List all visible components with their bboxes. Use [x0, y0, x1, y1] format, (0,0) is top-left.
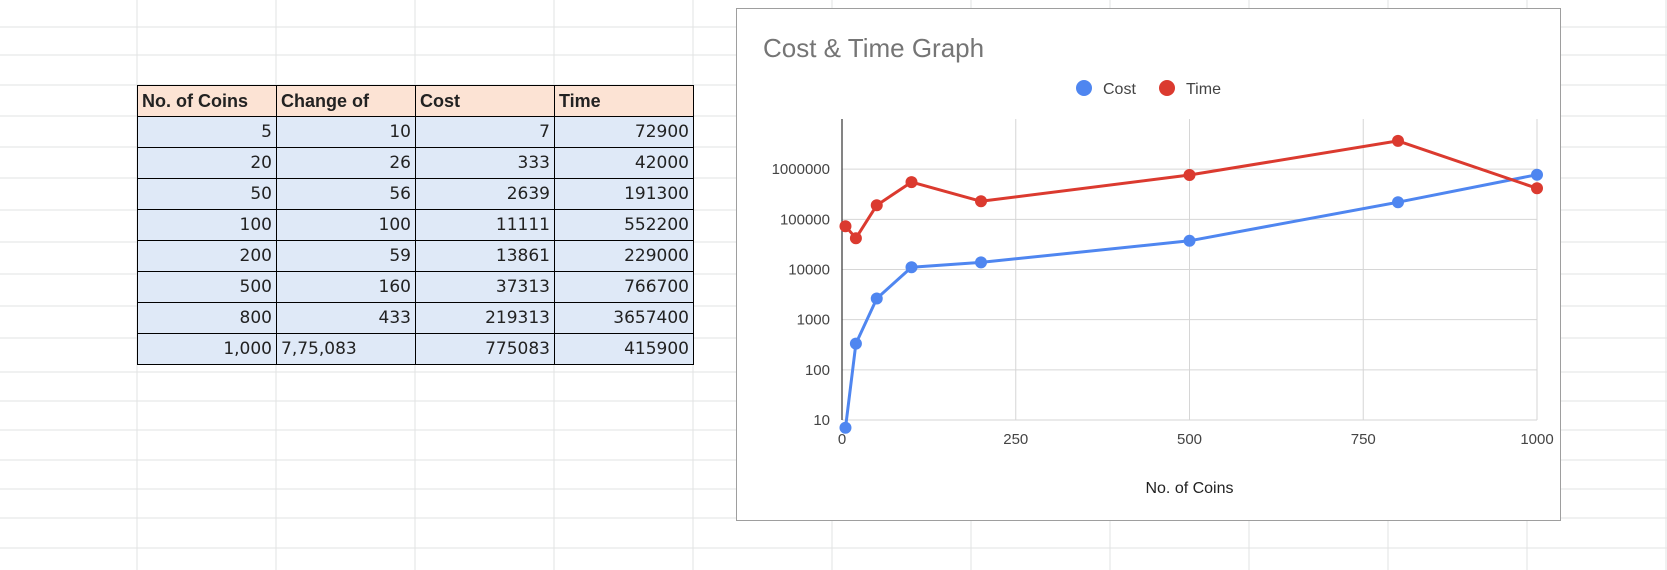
data-point-cost [1531, 168, 1543, 181]
y-tick-label: 1000000 [772, 161, 830, 178]
table-row: 20 26 333 42000 [137, 147, 694, 179]
cell-change[interactable]: 26 [276, 147, 416, 179]
table-header-row: No. of Coins Change of Cost Time [137, 85, 694, 117]
series-line-cost [844, 173, 1538, 428]
cell-time[interactable]: 552200 [554, 209, 694, 241]
cell-time[interactable]: 42000 [554, 147, 694, 179]
chart-title: Cost & Time Graph [763, 33, 985, 63]
cell-change[interactable]: 10 [276, 116, 416, 148]
data-point-time [1531, 182, 1543, 195]
data-point-time [1392, 134, 1404, 147]
cell-cost[interactable]: 219313 [415, 302, 555, 334]
chart-card[interactable]: Cost & Time Graph 10 100 1000 10000 100000 10… [736, 8, 1561, 521]
data-point-time [870, 199, 883, 212]
header-time[interactable]: Time [554, 85, 694, 117]
table-row: 200 59 13861 229000 [137, 240, 694, 272]
y-tick-label: 1000 [797, 312, 830, 329]
cell-time[interactable]: 191300 [554, 178, 694, 210]
header-no-of-coins[interactable]: No. of Coins [137, 85, 277, 117]
x-tick-label: 250 [1003, 431, 1028, 448]
data-point-time [849, 232, 862, 245]
legend-marker [1159, 80, 1175, 96]
data-point-cost [905, 261, 918, 274]
data-point-cost [975, 256, 987, 269]
line-chart: 10 100 1000 10000 100000 1000000 0 250 500 750 100… [772, 80, 1554, 497]
x-tick-label: 0 [838, 431, 846, 448]
table-row: 5 10 7 72900 [137, 116, 694, 148]
x-tick-label: 500 [1177, 431, 1202, 448]
table-row: 50 56 2639 191300 [137, 178, 694, 210]
cell-cost[interactable]: 2639 [415, 178, 555, 210]
cell-time[interactable]: 766700 [554, 271, 694, 303]
x-tick-label: 750 [1351, 431, 1376, 448]
cell-change[interactable]: 56 [276, 178, 416, 210]
cell-change[interactable]: 433 [276, 302, 416, 334]
table-row: 1,000 7,75,083 775083 415900 [137, 333, 694, 365]
data-point-cost [839, 421, 852, 434]
cell-coins[interactable]: 800 [137, 302, 277, 334]
table-row: 500 160 37313 766700 [137, 271, 694, 303]
legend-label: Time [1186, 81, 1221, 98]
x-axis-label: No. of Coins [1145, 480, 1233, 497]
data-point-cost [870, 292, 883, 305]
cell-time[interactable]: 415900 [554, 333, 694, 365]
header-change-of[interactable]: Change of [276, 85, 416, 117]
cell-time[interactable]: 72900 [554, 116, 694, 148]
cell-cost[interactable]: 13861 [415, 240, 555, 272]
data-point-time [905, 176, 918, 189]
cell-coins[interactable]: 200 [137, 240, 277, 272]
y-tick-label: 10 [813, 412, 830, 429]
data-point-cost [849, 337, 862, 350]
cell-change[interactable]: 160 [276, 271, 416, 303]
table-row: 800 433 219313 3657400 [137, 302, 694, 334]
y-tick-label: 10000 [788, 262, 830, 279]
y-tick-label: 100 [805, 362, 830, 379]
x-tick-label: 1000 [1520, 431, 1553, 448]
cell-coins[interactable]: 5 [137, 116, 277, 148]
cell-cost[interactable]: 775083 [415, 333, 555, 365]
cell-coins[interactable]: 100 [137, 209, 277, 241]
legend-marker [1076, 80, 1092, 96]
cell-cost[interactable]: 37313 [415, 271, 555, 303]
legend-label: Cost [1103, 81, 1136, 98]
cell-coins[interactable]: 20 [137, 147, 277, 179]
table-row: 100 100 11111 552200 [137, 209, 694, 241]
cell-time[interactable]: 229000 [554, 240, 694, 272]
cell-cost[interactable]: 7 [415, 116, 555, 148]
cell-coins[interactable]: 50 [137, 178, 277, 210]
data-point-cost [1392, 196, 1404, 209]
data-table: No. of Coins Change of Cost Time 5 10 7 … [137, 85, 694, 365]
data-point-time [1183, 168, 1196, 181]
data-point-time [839, 220, 852, 233]
y-tick-label: 100000 [780, 211, 830, 228]
cell-change[interactable]: 59 [276, 240, 416, 272]
cell-cost[interactable]: 333 [415, 147, 555, 179]
cell-coins[interactable]: 500 [137, 271, 277, 303]
cell-time[interactable]: 3657400 [554, 302, 694, 334]
series-line-time [844, 139, 1538, 240]
cell-coins[interactable]: 1,000 [137, 333, 277, 365]
cell-change[interactable]: 100 [276, 209, 416, 241]
cell-change[interactable]: 7,75,083 [276, 333, 416, 365]
cell-cost[interactable]: 11111 [415, 209, 555, 241]
data-point-cost [1183, 234, 1196, 247]
data-point-time [975, 195, 987, 208]
header-cost[interactable]: Cost [415, 85, 555, 117]
